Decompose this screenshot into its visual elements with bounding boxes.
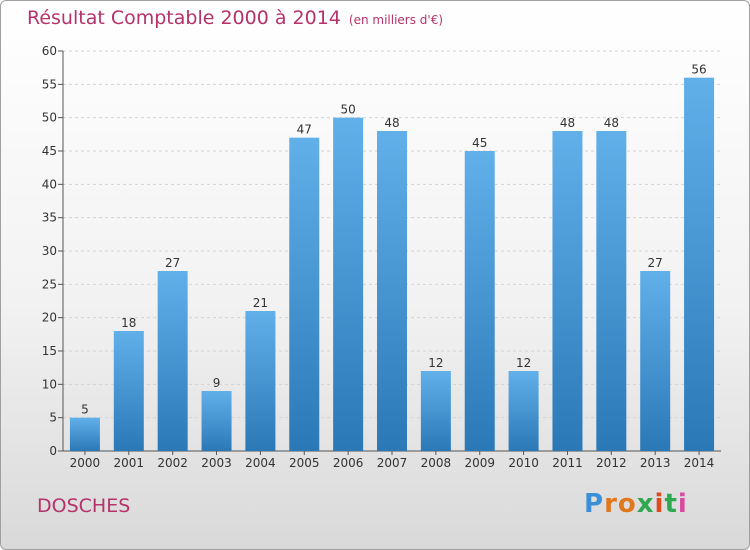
labels: 5 18 27 9 21 47 50 48 12 45 12 48 48 27 56 — [81, 63, 707, 417]
data-label: 18 — [121, 316, 136, 330]
chart-title: Résultat Comptable 2000 à 2014 (en millie… — [27, 7, 443, 29]
bar — [157, 271, 188, 451]
bar — [245, 311, 276, 451]
y-tick-label: 25 — [42, 277, 57, 291]
x-tick-label: 2012 — [596, 456, 627, 470]
data-label: 12 — [428, 356, 443, 370]
chart-subtitle: (en milliers d'€) — [348, 13, 444, 27]
data-label: 27 — [648, 256, 663, 270]
x-tick-label: 2006 — [333, 456, 364, 470]
y-tick-label: 55 — [42, 77, 57, 91]
x-tick-label: 2005 — [289, 456, 320, 470]
data-label: 9 — [213, 376, 221, 390]
logo-letter: i — [654, 489, 665, 519]
y-tick-label: 45 — [42, 144, 57, 158]
data-label: 45 — [472, 136, 487, 150]
data-label: 12 — [516, 356, 531, 370]
bar — [69, 417, 100, 451]
bar — [596, 131, 627, 451]
y-tick-label: 0 — [49, 444, 57, 458]
bar — [377, 131, 407, 451]
y-tick-label: 20 — [42, 311, 57, 325]
data-label: 48 — [604, 116, 619, 130]
logo-letter: x — [636, 489, 655, 519]
x-tick-label: 2014 — [684, 456, 715, 470]
y-tick-label: 10 — [42, 377, 57, 391]
bar — [508, 371, 539, 451]
bar — [289, 137, 320, 451]
y-tick-label: 15 — [42, 344, 57, 358]
bar — [420, 371, 451, 451]
data-label: 48 — [560, 116, 575, 130]
y-tick-label: 50 — [42, 111, 57, 125]
data-label: 21 — [253, 296, 268, 310]
data-label: 27 — [165, 256, 180, 270]
data-label: 56 — [691, 63, 706, 77]
chart-title-text: Résultat Comptable 2000 à 2014 — [27, 7, 341, 29]
logo-letter: o — [617, 489, 637, 519]
bar — [113, 331, 144, 451]
bar — [640, 271, 671, 451]
y-tick-label: 35 — [42, 211, 57, 225]
x-tick-label: 2009 — [464, 456, 495, 470]
x-tick-label: 2011 — [552, 456, 583, 470]
x-tick-label: 2002 — [157, 456, 188, 470]
bar — [464, 151, 495, 451]
bar — [201, 391, 232, 451]
logo-letter: i — [677, 489, 688, 519]
bar — [333, 117, 364, 452]
y-tick-label: 5 — [49, 411, 57, 425]
y-tick-label: 40 — [42, 177, 57, 191]
data-label: 48 — [384, 116, 399, 130]
x-tick-label: 2010 — [508, 456, 539, 470]
logo-letter: t — [664, 489, 678, 519]
data-label: 50 — [340, 103, 355, 117]
x-tick-label: 2001 — [114, 456, 145, 470]
x-tick-label: 2004 — [245, 456, 276, 470]
x-tick-label: 2007 — [377, 456, 408, 470]
data-label: 5 — [81, 403, 89, 417]
x-tick-label: 2000 — [70, 456, 101, 470]
bar — [684, 77, 715, 452]
y-tick-label: 60 — [42, 44, 57, 58]
logo-letter: r — [604, 489, 618, 519]
bars — [69, 77, 715, 452]
data-label: 47 — [297, 123, 312, 137]
commune-name: DOSCHES — [37, 495, 131, 517]
x-tick-label: 2008 — [421, 456, 452, 470]
x-tick-label: 2003 — [201, 456, 232, 470]
x-tick-label: 2013 — [640, 456, 671, 470]
bar — [552, 131, 583, 451]
proxiti-logo: Proxiti — [584, 489, 688, 519]
y-tick-label: 30 — [42, 244, 57, 258]
logo-letter: P — [584, 489, 605, 519]
